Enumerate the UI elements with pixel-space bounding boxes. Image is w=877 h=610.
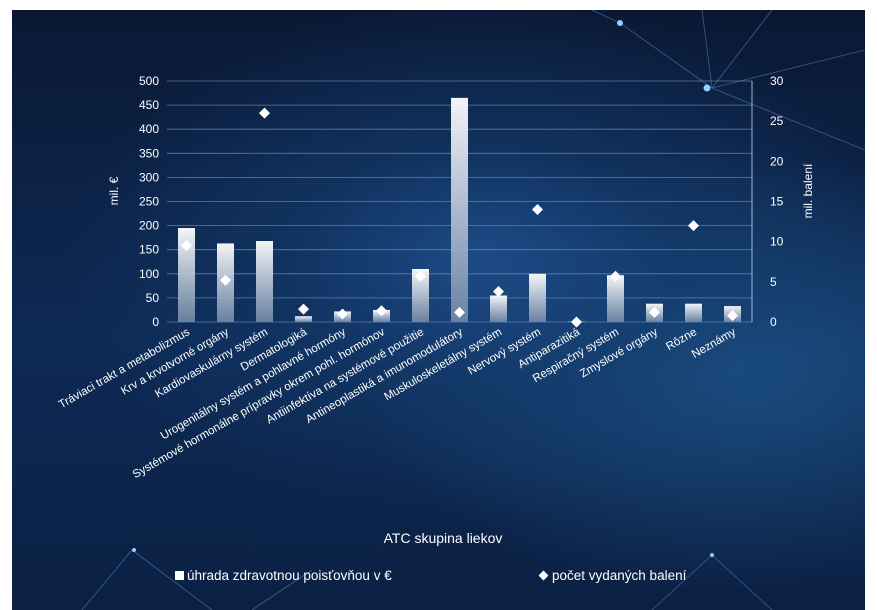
y-tick-label: 500 [139,74,159,88]
x-axis-title: ATC skupina liekov [384,530,503,546]
y-tick-label: 0 [152,315,159,329]
y2-tick-label: 10 [770,235,784,249]
marker-point [571,316,582,328]
y2-tick-label: 5 [770,275,777,289]
y-tick-label: 100 [139,267,159,281]
y-tick-label: 300 [139,170,159,184]
marker-point [337,308,348,320]
y-tick-label: 400 [139,122,159,136]
chart-frame: 0 50 100 150 200 250 300 350 400 450 500 0 5 10 15 20 2… [12,10,865,610]
bar [178,228,195,322]
legend-label-markers: počet vydaných balení [552,568,687,583]
legend-diamond-icon [538,570,549,581]
marker-point [376,305,387,317]
marker-point [532,204,543,216]
bar [256,241,273,322]
legend-square-icon [175,571,184,580]
bar [607,275,624,322]
left-axis-title: mil. € [107,176,121,205]
marker-point [454,306,465,318]
legend: úhrada zdravotnou poisťovňou v € počet v… [12,566,865,590]
right-axis-ticks: 0 5 10 15 20 25 30 [770,74,784,329]
marker-point [298,303,309,315]
marker-point [415,270,426,282]
marker-point [493,285,504,297]
bar [685,303,702,322]
legend-item-markers: počet vydaných balení [538,568,687,583]
background-network-nodes [132,20,714,557]
category-label: Neznámy [690,326,738,361]
marker-point [649,306,660,318]
y2-tick-label: 15 [770,195,784,209]
bar [295,316,312,322]
y2-tick-label: 0 [770,315,777,329]
marker-point [727,310,738,322]
bar [490,295,507,322]
y-tick-label: 200 [139,219,159,233]
marker-point [259,107,270,119]
y-tick-label: 150 [139,243,159,257]
marker-series [181,107,738,328]
y2-tick-label: 20 [770,154,784,168]
y-tick-label: 250 [139,195,159,209]
y2-tick-label: 25 [770,114,784,128]
y2-tick-label: 30 [770,74,784,88]
bar [529,273,546,322]
background-network-decoration [81,10,865,610]
chart-svg: 0 50 100 150 200 250 300 350 400 450 500 0 5 10 15 20 2… [57,10,865,610]
y-tick-label: 450 [139,98,159,112]
legend-item-bars: úhrada zdravotnou poisťovňou v € [175,568,392,583]
right-axis-title: mil. balení [801,163,815,218]
bar [412,268,429,322]
y-tick-label: 350 [139,146,159,160]
y-tick-label: 50 [146,291,160,305]
marker-point [688,220,699,232]
marker-point [181,240,192,252]
bar-series [178,97,741,323]
marker-point [610,270,621,282]
legend-label-bars: úhrada zdravotnou poisťovňou v € [187,568,392,583]
left-axis-ticks: 0 50 100 150 200 250 300 350 400 450 500 [139,74,159,329]
marker-point [220,274,231,286]
bar [451,97,468,323]
